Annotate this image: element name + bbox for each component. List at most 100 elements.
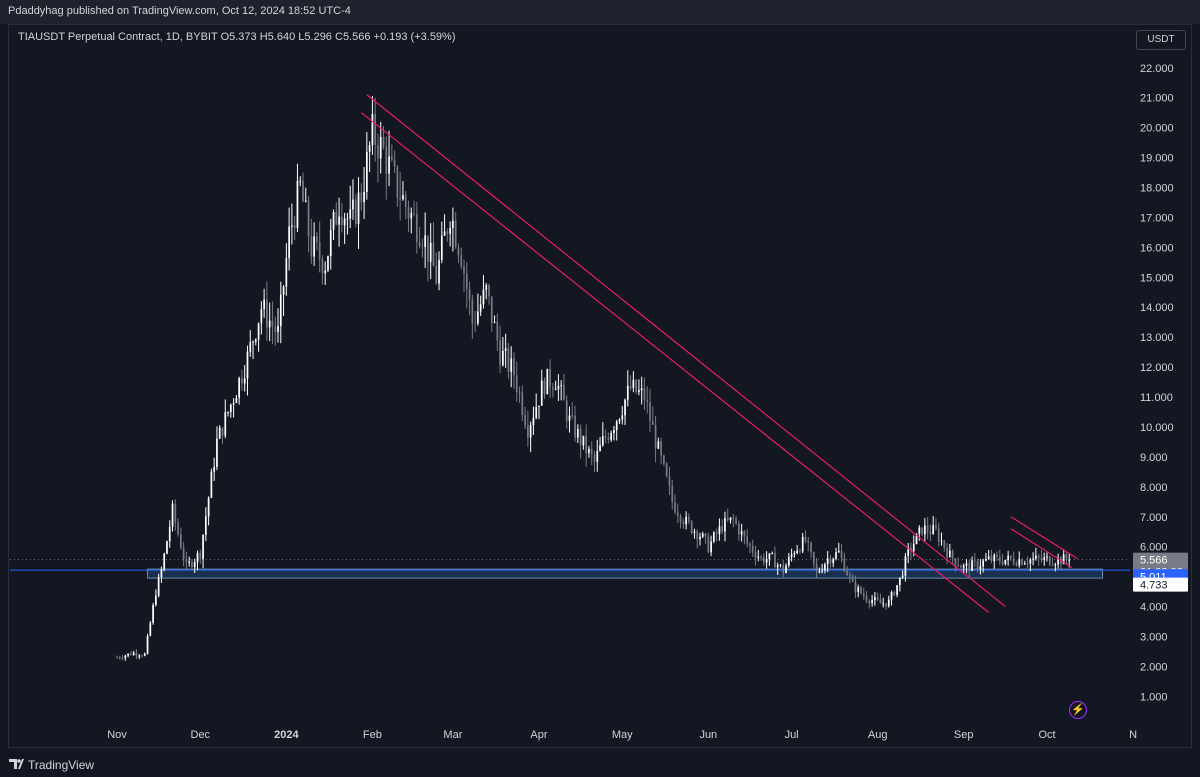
candle-body: [563, 385, 565, 401]
candle-body: [132, 652, 135, 656]
candle-body: [260, 309, 263, 324]
candle-body: [596, 451, 599, 462]
y-tick-label: 12.000: [1140, 362, 1174, 374]
chart-frame[interactable]: [8, 24, 1192, 748]
candle-body: [1012, 558, 1015, 564]
x-tick-label: Jul: [785, 729, 799, 741]
candle-body: [962, 565, 965, 568]
candle-body: [527, 425, 529, 438]
candle-body: [604, 436, 607, 438]
candle-body: [807, 541, 810, 543]
candle-body: [288, 226, 290, 259]
candle-body: [163, 553, 166, 570]
candle-body: [166, 541, 168, 554]
candle-body: [735, 518, 737, 524]
candle-body: [882, 603, 885, 605]
candle-body: [985, 558, 987, 561]
candle-body: [624, 399, 626, 416]
candle-body: [224, 412, 227, 436]
candle-body: [799, 550, 801, 552]
candle-body: [177, 522, 179, 535]
candle-body: [810, 542, 812, 553]
candle-body: [365, 151, 368, 192]
lightning-icon[interactable]: ⚡: [1069, 701, 1087, 719]
tradingview-brand[interactable]: TradingView: [28, 758, 95, 772]
published-header: Pdaddyhag published on TradingView.com, …: [0, 0, 1200, 24]
x-tick-label: Feb: [363, 729, 382, 741]
candle-body: [371, 113, 374, 146]
candle-body: [429, 242, 432, 262]
y-tick-label: 4.000: [1140, 602, 1168, 614]
currency-button[interactable]: USDT: [1136, 30, 1186, 50]
y-tick-label: 18.000: [1140, 183, 1174, 195]
candle-body: [951, 550, 954, 559]
candle-body: [901, 575, 904, 578]
candle-body: [571, 415, 574, 417]
candle-body: [524, 414, 526, 426]
support-zone[interactable]: [147, 568, 1104, 579]
candle-body: [396, 166, 399, 198]
y-tick-label: 16.000: [1140, 242, 1174, 254]
legend-high: H5.640: [259, 31, 296, 43]
candle-body: [993, 554, 996, 562]
x-tick-label: Sep: [954, 729, 974, 741]
candle-body: [1015, 563, 1018, 566]
trendline[interactable]: [360, 112, 990, 613]
candle-body: [235, 397, 238, 404]
candle-body: [216, 438, 218, 467]
candle-body: [729, 517, 732, 521]
y-tick-label: 19.000: [1140, 153, 1174, 165]
candle-body: [762, 557, 765, 563]
candle-body: [707, 536, 710, 553]
candle-body: [551, 387, 554, 390]
candle-body: [782, 564, 785, 573]
trendline[interactable]: [1010, 516, 1078, 560]
candle-body: [613, 430, 615, 434]
candle-body: [904, 555, 907, 576]
candle-body: [440, 235, 443, 260]
candle-body: [576, 429, 579, 438]
candle-body: [204, 516, 207, 536]
candle-body: [599, 445, 601, 452]
candle-body: [651, 420, 654, 425]
candle-body: [493, 321, 496, 323]
candle-body: [418, 242, 421, 247]
legend-change: +0.193 (+3.59%): [373, 31, 456, 43]
candle-body: [854, 581, 857, 592]
candle-body: [210, 471, 213, 498]
candle-body: [943, 540, 946, 548]
candle-body: [615, 421, 618, 431]
candle-body: [960, 565, 962, 568]
candle-body: [588, 448, 590, 454]
candle-body: [513, 358, 515, 376]
symbol-legend: TIAUSDT Perpetual Contract, 1D, BYBIT O5…: [18, 31, 456, 43]
y-tick-label: 1.000: [1140, 691, 1168, 703]
candle-body: [421, 246, 424, 248]
candle-body: [277, 326, 279, 333]
candle-body: [304, 200, 307, 202]
candle-body: [379, 136, 382, 159]
candle-body: [329, 229, 332, 257]
candle-body: [907, 547, 910, 556]
candle-body: [693, 531, 696, 533]
candle-body: [352, 199, 354, 210]
candle-body: [826, 558, 829, 565]
candle-body: [674, 502, 676, 513]
candle-body: [574, 415, 576, 438]
candle-body: [407, 206, 410, 219]
candle-body: [157, 577, 160, 596]
trendline[interactable]: [1010, 528, 1073, 569]
candle-body: [243, 378, 246, 384]
candle-body: [193, 562, 196, 568]
candle-body: [146, 635, 149, 654]
candle-body: [765, 559, 768, 563]
candle-body: [679, 515, 682, 522]
candle-body: [718, 526, 721, 534]
x-tick-label: Jun: [699, 729, 717, 741]
candle-body: [415, 213, 418, 243]
candle-body: [860, 587, 862, 594]
x-tick-label: Aug: [868, 729, 888, 741]
trendline[interactable]: [366, 94, 1006, 608]
candle-body: [1029, 559, 1032, 564]
